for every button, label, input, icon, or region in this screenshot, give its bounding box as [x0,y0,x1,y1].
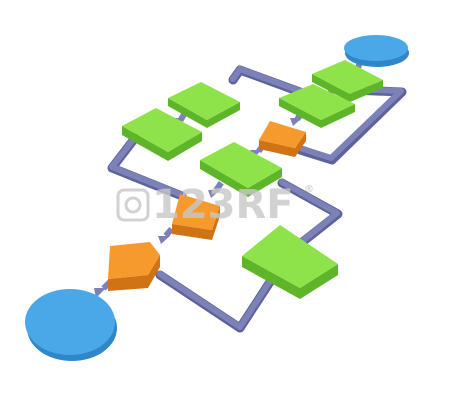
arrow-process5-to-decision2 [208,181,224,198]
process-block-1 [312,60,383,102]
watermark-registered-mark: ® [304,184,314,195]
watermark-text: 123RF [152,182,294,228]
process-block-5 [200,142,282,197]
start-terminal [344,35,409,67]
process-block-2 [279,84,355,128]
arrow-decision2-to-decision3 [158,227,174,244]
process-block-6 [242,225,338,299]
watermark: 123RF ® [116,182,314,228]
decision-block-1 [259,121,306,157]
decision-block-2 [172,194,220,240]
process-block-3 [168,82,240,128]
end-terminal [25,289,117,361]
process-block-4 [122,108,202,161]
decision-block-3 [108,242,160,291]
